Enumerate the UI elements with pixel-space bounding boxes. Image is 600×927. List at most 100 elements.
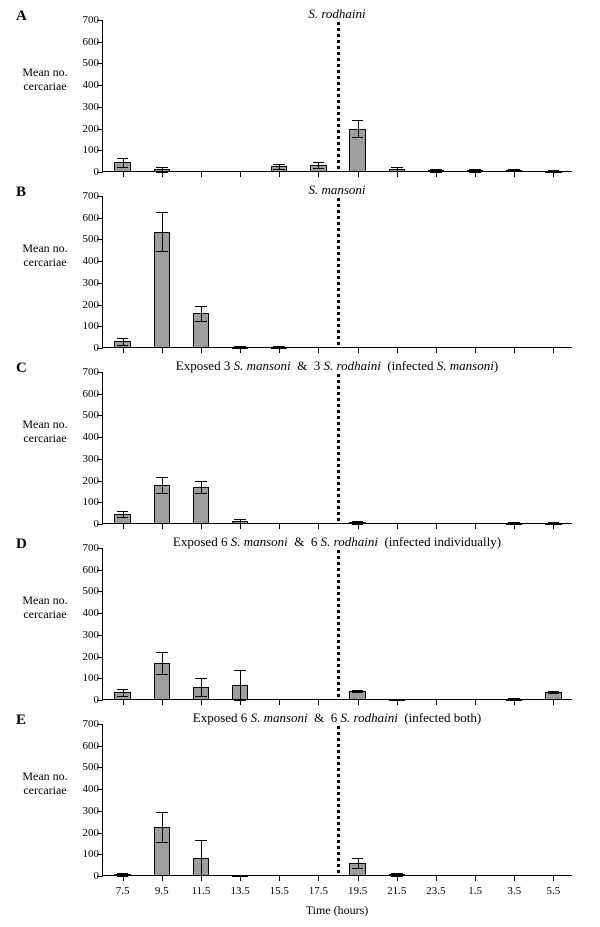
error-cap [352,858,364,859]
x-tick [553,875,554,881]
error-cap [117,167,129,168]
panel-D: DExposed 6 S. mansoni & 6 S. rodhaini (i… [0,534,600,710]
x-tick [475,875,476,881]
error-cap [117,517,129,518]
y-tick-label: 700 [69,718,99,730]
error-cap [313,162,325,163]
error-cap [117,876,129,877]
error-bar [162,477,163,492]
y-tick-label: 0 [69,342,99,354]
x-tick [279,875,280,881]
error-cap [352,692,364,693]
error-cap [391,700,403,701]
error-bar [123,338,124,346]
error-cap [117,511,129,512]
x-tick-label: 19.5 [348,885,367,897]
x-tick [475,523,476,529]
error-cap [156,167,168,168]
error-cap [548,691,560,692]
error-cap [117,696,129,697]
y-tick-label: 700 [69,14,99,26]
y-tick-label: 700 [69,190,99,202]
error-cap [195,875,207,876]
y-tick-label: 400 [69,255,99,267]
error-cap [508,171,520,172]
plot-area: 0100200300400500600700 [102,548,572,700]
y-tick-label: 400 [69,431,99,443]
y-tick-label: 0 [69,166,99,178]
y-tick-label: 100 [69,320,99,332]
error-bar [358,858,359,869]
y-tick-label: 600 [69,36,99,48]
error-cap [430,169,442,170]
x-tick [475,699,476,705]
error-cap [156,477,168,478]
x-tick-label: 9.5 [155,885,169,897]
error-cap [156,674,168,675]
x-tick [318,523,319,529]
error-cap [117,345,129,346]
error-cap [469,172,481,173]
y-tick-label: 500 [69,585,99,597]
y-tick-label: 300 [69,101,99,113]
error-cap [156,842,168,843]
x-tick [514,347,515,353]
x-tick [318,699,319,705]
panel-C: CExposed 3 S. mansoni & 3 S. rodhaini (i… [0,358,600,534]
panel-B: BS. mansoniMean no. cercariae01002003004… [0,182,600,358]
x-tick [201,171,202,177]
y-tick-label: 600 [69,212,99,224]
y-tick-label: 500 [69,761,99,773]
x-tick-label: 3.5 [507,885,521,897]
error-cap [156,172,168,173]
y-tick-label: 200 [69,651,99,663]
error-cap [234,348,246,349]
panel-label: C [16,360,27,377]
error-cap [391,167,403,168]
panel-label: E [16,712,26,729]
error-cap [352,690,364,691]
error-cap [273,164,285,165]
y-tick-label: 100 [69,496,99,508]
panel-label: B [16,184,26,201]
error-cap [234,519,246,520]
error-cap [508,700,520,701]
error-bar [201,306,202,321]
error-cap [548,172,560,173]
y-tick-label: 400 [69,783,99,795]
y-tick-label: 200 [69,123,99,135]
x-tick [240,171,241,177]
error-bar [201,678,202,695]
x-tick-label: 17.5 [309,885,328,897]
x-tick [436,523,437,529]
error-cap [117,338,129,339]
error-cap [195,306,207,307]
error-cap [391,873,403,874]
error-bar [240,670,241,700]
error-cap [548,693,560,694]
error-cap [352,868,364,869]
error-cap [156,251,168,252]
y-tick-label: 600 [69,740,99,752]
y-tick-label: 0 [69,870,99,882]
x-tick [436,347,437,353]
error-cap [234,700,246,701]
x-tick [397,347,398,353]
y-tick-label: 700 [69,366,99,378]
error-cap [508,169,520,170]
y-tick-label: 500 [69,233,99,245]
y-tick-label: 700 [69,542,99,554]
y-tick-label: 200 [69,475,99,487]
x-tick-label: 13.5 [230,885,249,897]
error-cap [391,876,403,877]
error-cap [234,523,246,524]
plot-area: 0100200300400500600700 [102,20,572,172]
x-tick [358,347,359,353]
error-cap [156,493,168,494]
error-bar [123,158,124,167]
error-cap [313,168,325,169]
error-cap [117,158,129,159]
x-tick-label: 11.5 [191,885,210,897]
x-tick-label: 21.5 [387,885,406,897]
y-tick-label: 200 [69,827,99,839]
